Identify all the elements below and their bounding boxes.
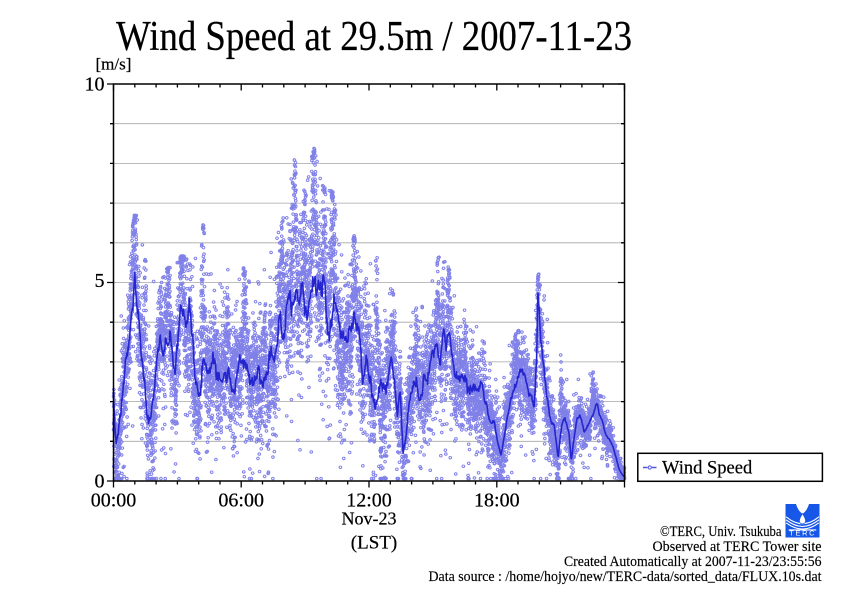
svg-text:Created Automatically at 2007-: Created Automatically at 2007-11-23/23:5…: [564, 554, 822, 570]
svg-text:[m/s]: [m/s]: [96, 55, 132, 74]
svg-text:Observed at TERC Tower site: Observed at TERC Tower site: [653, 539, 822, 555]
svg-text:(LST): (LST): [351, 533, 397, 554]
svg-text:Wind Speed at 29.5m / 2007-11-: Wind Speed at 29.5m / 2007-11-23: [116, 14, 632, 60]
svg-text:©TERC, Univ. Tsukuba: ©TERC, Univ. Tsukuba: [660, 524, 782, 540]
svg-text:Nov-23: Nov-23: [342, 509, 397, 529]
svg-text:Wind Speed: Wind Speed: [662, 459, 753, 479]
svg-text:0: 0: [95, 471, 105, 493]
svg-text:Data source : /home/hojyo/new/: Data source : /home/hojyo/new/TERC-data/…: [429, 569, 823, 585]
svg-text:10: 10: [85, 74, 105, 96]
svg-text:06:00: 06:00: [218, 490, 264, 512]
svg-text:5: 5: [95, 270, 105, 292]
svg-text:18:00: 18:00: [474, 490, 520, 512]
svg-text:TERC: TERC: [789, 529, 816, 538]
svg-text:00:00: 00:00: [91, 490, 137, 512]
svg-text:12:00: 12:00: [346, 490, 392, 512]
